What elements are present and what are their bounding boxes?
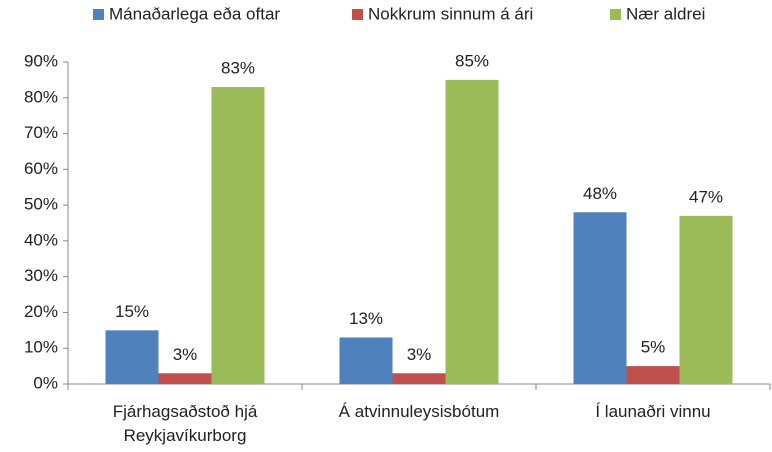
bar [158, 373, 212, 384]
y-tick-label: 50% [24, 195, 58, 214]
y-tick-label: 70% [24, 123, 58, 142]
bar [445, 79, 499, 384]
data-label: 48% [583, 184, 617, 203]
y-tick-label: 20% [24, 302, 58, 321]
y-tick-label: 10% [24, 338, 58, 357]
x-tick-label: Í launaðri vinnu [595, 402, 711, 421]
legend-swatch [610, 9, 621, 20]
y-tick-label: 60% [24, 159, 58, 178]
data-label: 3% [173, 345, 198, 364]
bar [573, 212, 627, 384]
y-tick-label: 40% [24, 230, 58, 249]
data-label: 83% [221, 59, 255, 78]
y-tick-label: 30% [24, 266, 58, 285]
bar [626, 366, 680, 384]
data-label: 15% [115, 302, 149, 321]
legend-swatch [93, 9, 104, 20]
x-tick-label: Á atvinnuleysisbótum [338, 402, 500, 421]
data-label: 47% [689, 187, 723, 206]
y-tick-label: 80% [24, 87, 58, 106]
y-tick-label: 90% [24, 51, 58, 70]
bar [211, 87, 265, 385]
data-label: 5% [641, 338, 666, 357]
legend-swatch [352, 9, 363, 20]
data-label: 3% [407, 345, 432, 364]
y-tick-label: 0% [33, 373, 58, 392]
bar [105, 330, 159, 384]
data-label: 13% [349, 309, 383, 328]
legend-label: Nokkrum sinnum á ári [368, 4, 533, 23]
x-tick-label: Fjárhagsaðstoð hjá Reykjavíkurborg [112, 402, 258, 445]
bar [679, 215, 733, 384]
legend-label: Mánaðarlega eða oftar [109, 4, 280, 23]
legend-label: Nær aldrei [626, 4, 705, 23]
data-label: 85% [455, 51, 489, 70]
bar [392, 373, 446, 384]
bar [339, 337, 393, 384]
